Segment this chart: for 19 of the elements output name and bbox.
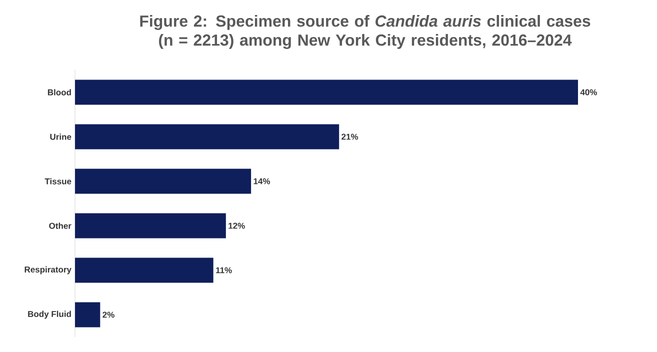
data-label: 21% <box>342 134 358 140</box>
bar <box>75 213 226 238</box>
bar <box>75 302 100 328</box>
y-tick-label: Other <box>49 222 72 229</box>
y-tick-label: Blood <box>48 89 71 96</box>
bar <box>75 124 340 150</box>
data-label: 11% <box>216 267 232 274</box>
bar <box>75 80 578 105</box>
data-label: 14% <box>254 178 270 184</box>
y-tick-label: Tissue <box>44 178 72 184</box>
y-tick-label: Body Fluid <box>28 310 71 319</box>
data-label: 2% <box>102 312 114 318</box>
y-tick-label: Respiratory <box>24 266 72 274</box>
y-tick-label: Urine <box>50 134 72 140</box>
data-label: 12% <box>228 222 245 229</box>
data-label: 40% <box>580 89 597 96</box>
bar <box>75 168 252 194</box>
bar <box>75 258 214 283</box>
chart-title: Figure 2: Specimen source of Candida auris clinical cases (n = 2213) among New York City residents, 2016–2024 <box>140 15 590 49</box>
